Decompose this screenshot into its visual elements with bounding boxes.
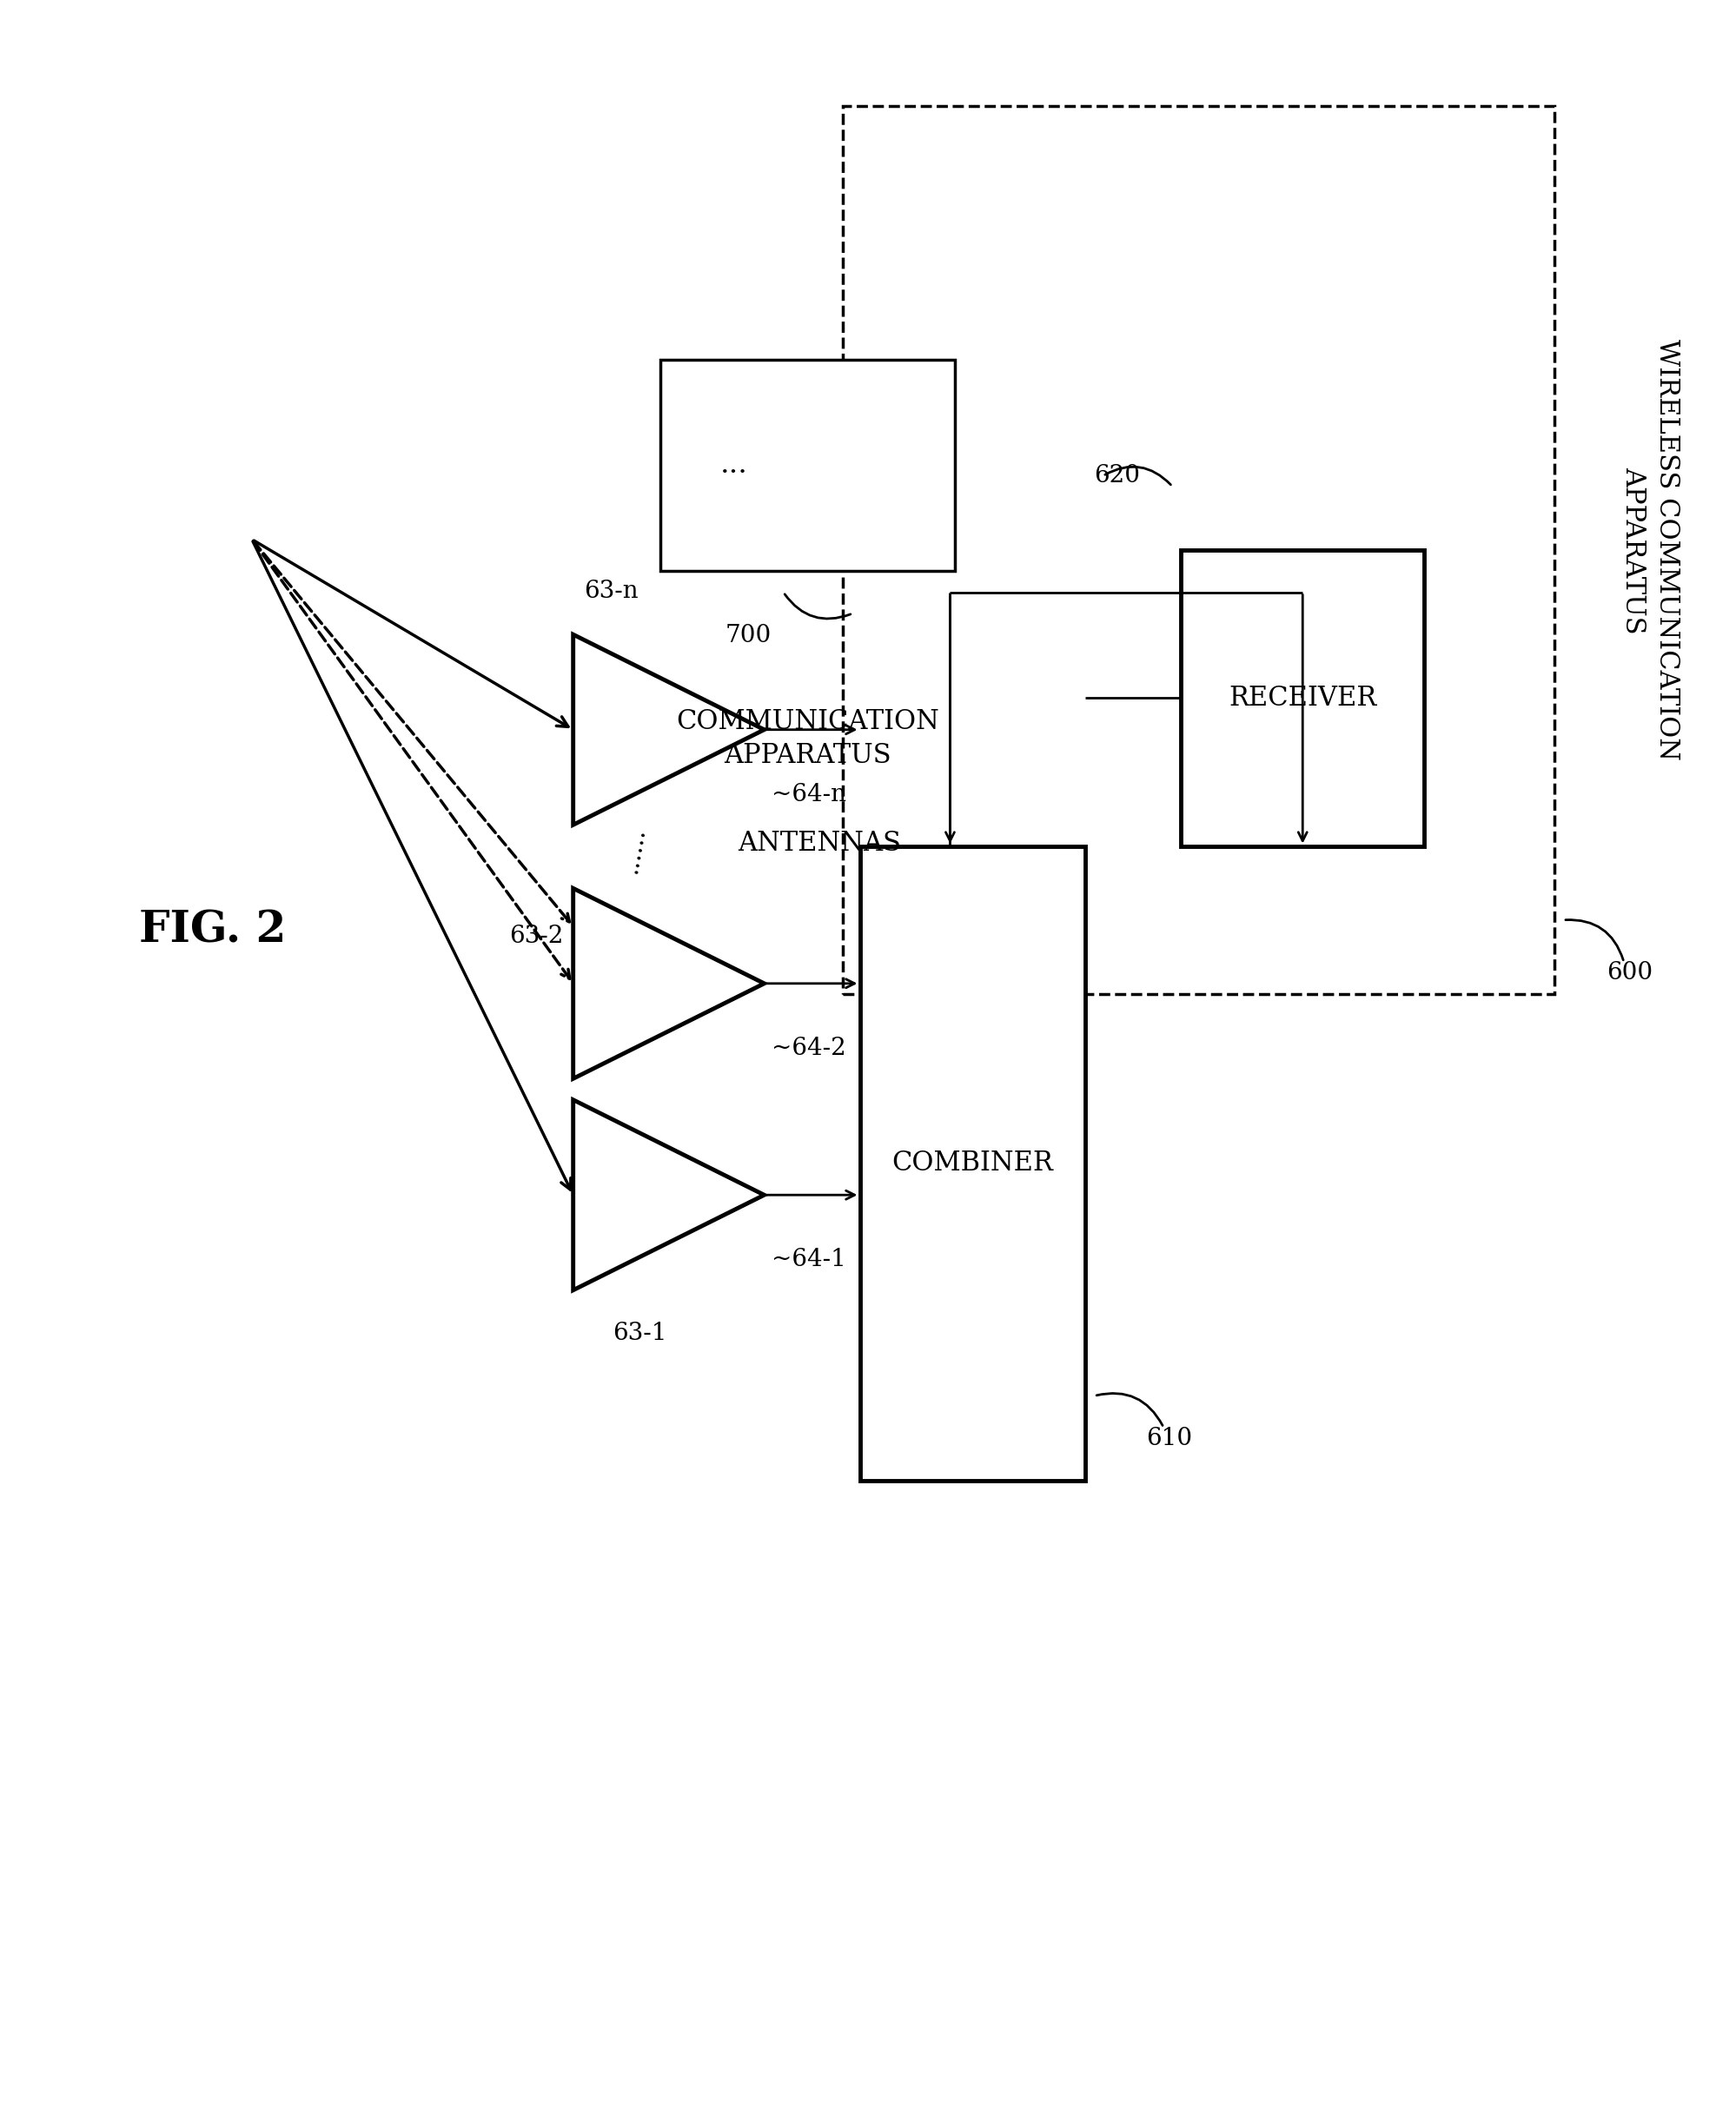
Text: ...: ... bbox=[720, 450, 746, 480]
Text: 620: 620 bbox=[1094, 463, 1141, 489]
Text: ~64-2: ~64-2 bbox=[771, 1036, 845, 1060]
Text: COMMUNICATION
APPARATUS: COMMUNICATION APPARATUS bbox=[675, 709, 939, 768]
Text: WIRELESS COMMUNICATION
APPARATUS: WIRELESS COMMUNICATION APPARATUS bbox=[1620, 338, 1679, 761]
Text: ~64-n: ~64-n bbox=[771, 783, 845, 806]
Text: 63-1: 63-1 bbox=[613, 1322, 667, 1345]
Text: RECEIVER: RECEIVER bbox=[1227, 685, 1377, 711]
FancyBboxPatch shape bbox=[1180, 550, 1424, 846]
FancyBboxPatch shape bbox=[660, 360, 955, 571]
Text: FIG. 2: FIG. 2 bbox=[139, 909, 286, 952]
Text: 600: 600 bbox=[1606, 960, 1653, 986]
Text: ......: ...... bbox=[618, 825, 649, 876]
Text: 610: 610 bbox=[1146, 1426, 1193, 1451]
FancyBboxPatch shape bbox=[859, 846, 1085, 1480]
Text: COMBINER: COMBINER bbox=[892, 1151, 1052, 1176]
Text: 63-n: 63-n bbox=[583, 580, 639, 603]
Text: ANTENNAS: ANTENNAS bbox=[738, 829, 901, 857]
Text: 63-2: 63-2 bbox=[509, 924, 562, 948]
Text: ~64-1: ~64-1 bbox=[771, 1248, 845, 1271]
Text: 700: 700 bbox=[726, 624, 771, 647]
